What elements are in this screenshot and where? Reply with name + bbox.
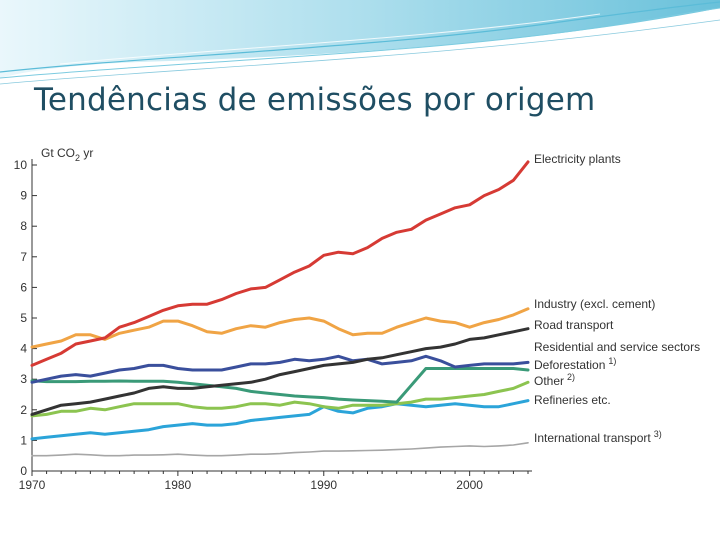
line-chart: 0 1 2 3 4 5 6 7 8 9 10 1970 1980 1990 2000 Gt CO2 yr El… [14,146,700,492]
y-tick-label: 3 [20,372,27,386]
series-line [30,160,530,367]
series-line [30,307,530,349]
y-tick-label: 6 [20,280,27,294]
x-tick-label: 2000 [456,478,483,492]
y-tick-label: 1 [20,433,27,447]
legend-label: Deforestation 1) [534,356,616,372]
axes: 0 1 2 3 4 5 6 7 8 9 10 1970 1980 1990 2000 Gt CO2 yr [14,146,532,492]
y-tick-label: 8 [20,219,27,233]
x-tick-label: 1970 [19,478,46,492]
series-line [30,354,530,384]
legend-label: Residential and service sectors [534,340,700,354]
legend-label: Other 2) [534,372,575,388]
legend: Electricity plants Industry (excl. cement… [534,152,700,445]
y-axis-label: Gt CO2 yr [41,146,93,163]
emissions-chart: 0 1 2 3 4 5 6 7 8 9 10 1970 1980 1990 2000 Gt CO2 yr El… [12,140,718,500]
y-tick-label: 0 [20,464,27,478]
x-tick-label: 1990 [310,478,337,492]
series-line [31,441,529,457]
legend-label: Electricity plants [534,152,621,166]
legend-label: Road transport [534,318,614,332]
series-lines [30,160,530,457]
legend-label: Refineries etc. [534,393,611,407]
y-tick-label: 2 [20,403,27,417]
y-tick-label: 7 [20,250,27,264]
y-tick-label: 5 [20,311,27,325]
header-banner [0,0,720,85]
legend-label: Industry (excl. cement) [534,297,655,311]
y-tick-label: 9 [20,189,27,203]
legend-label: International transport 3) [534,429,662,445]
x-tick-label: 1980 [165,478,192,492]
y-tick-label: 10 [14,158,28,172]
series-line [30,399,530,441]
y-tick-label: 4 [20,342,27,356]
series-line [30,367,530,404]
series-line [30,327,530,416]
slide-title: Tendências de emissões por origem [34,82,596,118]
series-line [30,380,530,418]
